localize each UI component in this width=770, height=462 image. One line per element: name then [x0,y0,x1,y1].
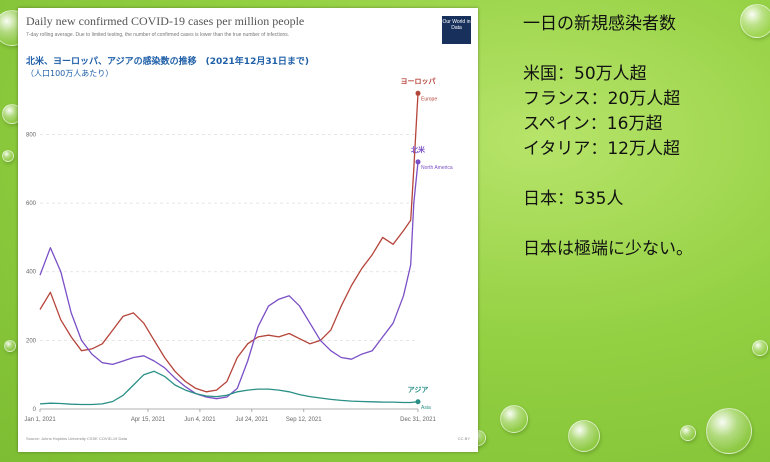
x-tick-label: Apr 15, 2021 [131,417,166,423]
series-line-north-america [39,161,419,400]
y-tick-label: 400 [26,270,37,276]
water-drop-decoration [740,4,770,38]
series-label-jp: アジア [408,386,429,394]
series-label: Europe [421,96,437,102]
water-drop-decoration [706,408,752,454]
line-chart: 0 200 400 600 800 Jan 1, 2021 Apr 15, 2021 Jun … [24,76,453,423]
y-tick-label: 600 [26,201,37,207]
water-drop-decoration [2,150,14,162]
chart-title: Daily new confirmed COVID-19 cases per m… [26,14,305,28]
stat-spain: スペイン：16万超 [523,114,663,134]
jp-chart-subtitle: （人口100万人あたり） [26,69,114,78]
series-endpoint [415,399,421,405]
water-drop-decoration [4,340,16,352]
x-tick-label: Jan 1, 2021 [24,417,56,423]
chart-panel: Daily new confirmed COVID-19 cases per m… [18,8,478,452]
series-line-europe [39,93,419,393]
chart-license: CC BY [457,436,470,441]
chart-subtitle: 7-day rolling average. Due to limited te… [26,32,290,38]
water-drop-decoration [680,425,696,441]
series-label-jp: ヨーロッパ [401,76,436,85]
owid-logo: Our World in Data [442,16,471,44]
series-line-asia [39,370,419,406]
water-drop-decoration [752,340,768,356]
water-drop-decoration [500,405,528,433]
series-endpoint [415,159,421,165]
series-endpoint [415,90,421,96]
stat-japan: 日本：535人 [523,189,624,209]
slide-heading: 一日の新規感染者数 [523,14,676,34]
series-label-jp: 北米 [411,145,426,154]
x-tick-label: Jun 4, 2021 [184,417,216,423]
series-label: North America [421,165,453,171]
slide-conclusion: 日本は極端に少ない。 [523,239,693,259]
y-tick-label: 800 [26,132,37,138]
y-tick-label: 0 [33,407,37,413]
stat-france: フランス：20万人超 [523,89,681,109]
stat-usa: 米国：50万人超 [523,64,647,84]
chart-source: Source: Johns Hopkins University CSSE CO… [26,436,127,441]
stat-italy: イタリア：12万人超 [523,139,680,159]
water-drop-decoration [568,420,600,452]
slide-text: 一日の新規感染者数 米国：50万人超 フランス：20万人超 スペイン：16万超 … [523,12,693,262]
x-tick-label: Dec 31, 2021 [400,417,436,423]
jp-chart-title: 北米、ヨーロッパ、アジアの感染数の推移 (2021年12月31日まで) [26,57,309,67]
x-tick-label: Sep 12, 2021 [286,417,322,423]
series-label: Asia [421,405,431,411]
y-tick-label: 200 [26,338,37,344]
x-tick-label: Jul 24, 2021 [235,417,268,423]
